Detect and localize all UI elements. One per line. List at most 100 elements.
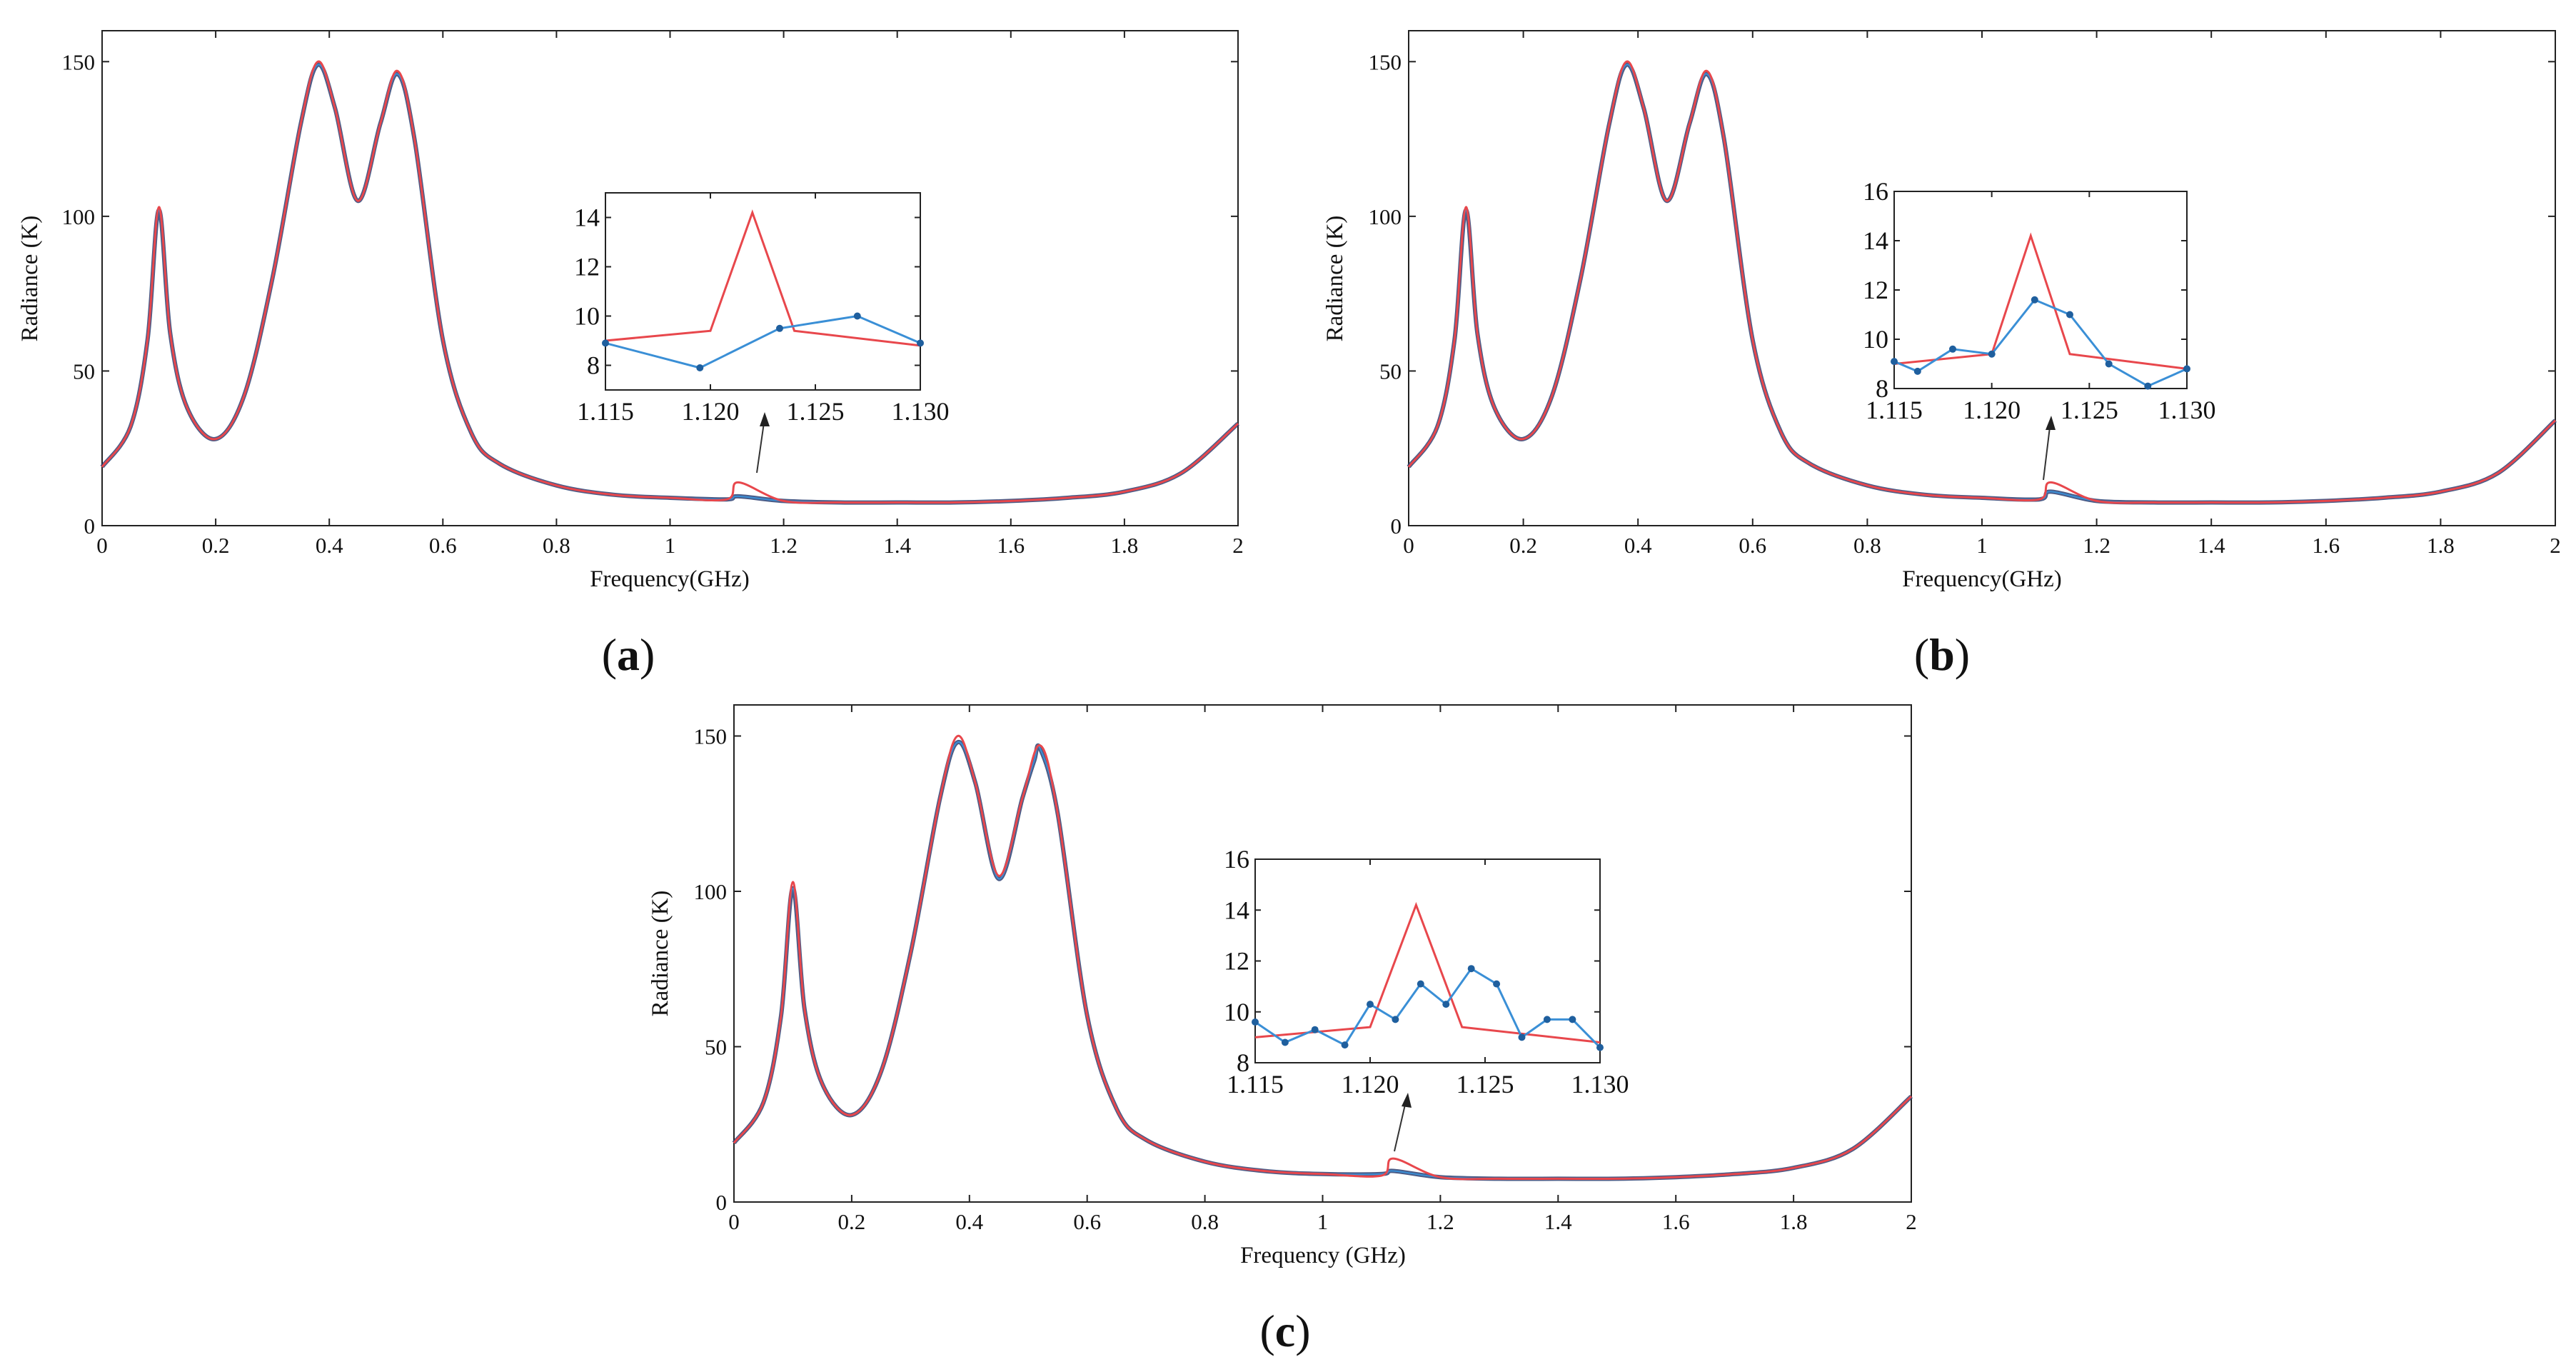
x-tick-label: 0.6 bbox=[1739, 533, 1766, 558]
inset-data-point bbox=[1596, 1043, 1604, 1051]
y-tick-label: 0 bbox=[84, 514, 96, 539]
inset-x-tick-label: 1.120 bbox=[1963, 396, 2021, 424]
inset-data-point bbox=[602, 339, 609, 347]
x-axis-label: Frequency(GHz) bbox=[590, 566, 750, 592]
panel-letter: b bbox=[1929, 629, 1955, 680]
panel-a: 0 0.2 0.4 0.6 0.8 1 1.2 1.4 1.6 1.8 2 0 50 100 150 Fr… bbox=[17, 30, 1244, 680]
y-tick-label: 100 bbox=[62, 204, 96, 229]
x-tick-label: 2 bbox=[1906, 1209, 1917, 1234]
x-tick-label: 1 bbox=[665, 533, 676, 558]
inset-pointer-arrow bbox=[2043, 421, 2051, 481]
inset-data-point bbox=[1949, 345, 1956, 353]
x-tick-label: 1.8 bbox=[1780, 1209, 1808, 1234]
inset-data-point bbox=[1493, 980, 1501, 988]
inset-data-point bbox=[1281, 1038, 1289, 1046]
x-axis-ticks: 0 0.2 0.4 0.6 0.8 1 1.2 1.4 1.6 1.8 2 bbox=[96, 31, 1244, 558]
inset-curves bbox=[1252, 901, 1604, 1051]
series-line-reference bbox=[1407, 60, 2557, 504]
inset-data-point bbox=[1442, 1001, 1450, 1008]
inset: 1.115 1.120 1.125 1.130 8 10 12 14 bbox=[574, 192, 950, 426]
panel-c: 0 0.2 0.4 0.6 0.8 1 1.2 1.4 1.6 1.8 2 0 50 100 150 Fr… bbox=[648, 704, 1917, 1356]
inset-x-axis-ticks: 1.115 1.120 1.125 1.130 bbox=[1866, 191, 2216, 424]
inset-data-point bbox=[1392, 1016, 1399, 1023]
inset-x-tick-label: 1.125 bbox=[1456, 1070, 1514, 1098]
inset-data-point bbox=[1367, 1001, 1374, 1008]
x-tick-label: 0.4 bbox=[316, 533, 343, 558]
inset-x-tick-label: 1.120 bbox=[682, 397, 740, 426]
inset-data-point bbox=[1252, 1018, 1259, 1026]
inset-y-tick-label: 14 bbox=[574, 204, 600, 232]
inset-curves bbox=[602, 209, 924, 371]
y-axis-ticks: 0 50 100 150 bbox=[694, 724, 1911, 1215]
x-tick-label: 0.4 bbox=[1624, 533, 1652, 558]
x-axis-label: Frequency (GHz) bbox=[1240, 1243, 1406, 1268]
inset-data-point bbox=[1341, 1041, 1349, 1049]
inset-y-tick-label: 8 bbox=[1237, 1048, 1249, 1077]
x-axis-ticks: 0 0.2 0.4 0.6 0.8 1 1.2 1.4 1.6 1.8 2 bbox=[1403, 31, 2561, 558]
x-tick-label: 1.6 bbox=[997, 533, 1025, 558]
inset-y-tick-label: 12 bbox=[1863, 276, 1888, 304]
inset-y-axis-ticks: 8 10 12 14 16 bbox=[1863, 177, 2187, 403]
x-tick-label: 1.8 bbox=[1111, 533, 1139, 558]
x-tick-label: 0.6 bbox=[429, 533, 457, 558]
panel-letter: c bbox=[1275, 1306, 1295, 1356]
y-tick-label: 100 bbox=[694, 879, 728, 904]
inset-x-tick-label: 1.115 bbox=[1227, 1070, 1284, 1098]
inset-pointer-arrowhead bbox=[760, 412, 770, 426]
inset-x-tick-label: 1.120 bbox=[1342, 1070, 1399, 1098]
y-tick-label: 150 bbox=[1369, 49, 1402, 74]
panel-letter: a bbox=[617, 629, 640, 680]
x-axis-label: Frequency(GHz) bbox=[1902, 566, 2062, 592]
inset-y-tick-label: 14 bbox=[1224, 896, 1249, 924]
inset-y-axis-ticks: 8 10 12 14 bbox=[574, 204, 920, 380]
inset-data-point bbox=[776, 324, 783, 332]
inset-x-tick-label: 1.125 bbox=[787, 397, 845, 426]
x-tick-label: 2 bbox=[1232, 533, 1244, 558]
inset-data-point bbox=[2031, 296, 2038, 304]
inset-series-line-reference bbox=[1254, 901, 1601, 1043]
inset-x-axis-ticks: 1.115 1.120 1.125 1.130 bbox=[1227, 859, 1629, 1098]
inset-y-tick-label: 8 bbox=[1876, 374, 1888, 403]
y-tick-label: 100 bbox=[1369, 204, 1402, 229]
inset-data-point bbox=[917, 339, 924, 347]
curves bbox=[100, 60, 1239, 505]
inset-y-tick-label: 8 bbox=[587, 351, 600, 380]
x-tick-label: 0.8 bbox=[1191, 1209, 1219, 1234]
inset-y-tick-label: 16 bbox=[1863, 177, 1888, 206]
inset-y-tick-label: 10 bbox=[574, 302, 600, 331]
inset-data-point bbox=[1417, 980, 1424, 988]
panel-label-a: (a) bbox=[602, 629, 655, 680]
panel-label-b: (b) bbox=[1914, 629, 1970, 680]
inset: 1.115 1.120 1.125 1.130 8 10 12 14 16 bbox=[1863, 177, 2216, 424]
y-tick-label: 50 bbox=[73, 359, 95, 384]
x-tick-label: 1.2 bbox=[770, 533, 798, 558]
x-tick-label: 0.4 bbox=[955, 1209, 983, 1234]
inset-data-point bbox=[2066, 311, 2073, 319]
inset-y-tick-label: 12 bbox=[574, 253, 600, 281]
inset-pointer-arrowhead bbox=[1402, 1093, 1412, 1108]
inset-data-point bbox=[696, 364, 704, 371]
inset-data-point bbox=[1311, 1026, 1319, 1033]
inset-y-tick-label: 12 bbox=[1224, 947, 1249, 976]
inset-series-line-retrieved bbox=[1254, 967, 1601, 1048]
inset-x-tick-label: 1.130 bbox=[1571, 1070, 1629, 1098]
x-tick-label: 1 bbox=[1976, 533, 1988, 558]
x-tick-label: 1 bbox=[1317, 1209, 1329, 1234]
curves bbox=[1407, 60, 2557, 505]
inset-pointer-arrowhead bbox=[2046, 416, 2056, 430]
x-axis-ticks: 0 0.2 0.4 0.6 0.8 1 1.2 1.4 1.6 1.8 2 bbox=[728, 705, 1917, 1234]
inset-data-point bbox=[2144, 382, 2152, 390]
inset-y-axis-ticks: 8 10 12 14 16 bbox=[1224, 845, 1600, 1077]
inset-x-axis-ticks: 1.115 1.120 1.125 1.130 bbox=[577, 193, 950, 426]
x-tick-label: 0 bbox=[728, 1209, 740, 1234]
inset: 1.115 1.120 1.125 1.130 8 10 12 14 16 bbox=[1224, 845, 1629, 1098]
x-tick-label: 0.8 bbox=[543, 533, 570, 558]
x-tick-label: 0.2 bbox=[202, 533, 230, 558]
inset-data-point bbox=[1518, 1033, 1526, 1041]
inset-series-line-reference bbox=[1893, 232, 2188, 370]
inset-y-tick-label: 10 bbox=[1863, 325, 1888, 354]
y-axis-label: Radiance (K) bbox=[648, 891, 673, 1017]
x-tick-label: 1.4 bbox=[1544, 1209, 1572, 1234]
inset-x-tick-label: 1.125 bbox=[2061, 396, 2118, 424]
